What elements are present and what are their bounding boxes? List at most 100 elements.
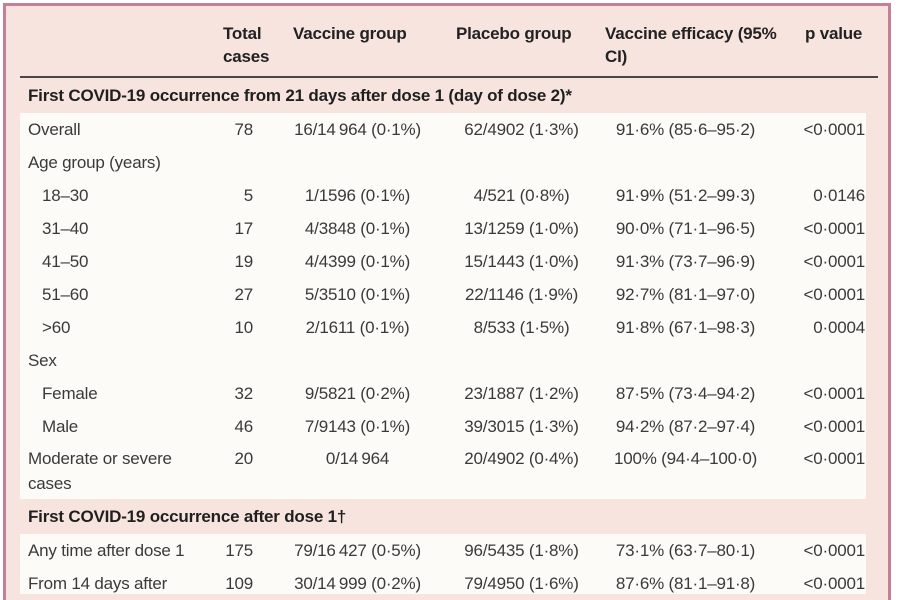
row-label: Overall	[28, 120, 81, 139]
cell-p-value: <0·0001	[803, 541, 866, 560]
cell-p-value: 0·0004	[813, 318, 865, 337]
cell-vaccine-group: 4/4399 (0·1%)	[304, 252, 411, 271]
table-header-row: Total cases Vaccine group Placebo group …	[20, 6, 866, 76]
cell-placebo-group	[450, 344, 593, 377]
cell-vaccine-group: 2/1611 (0·1%)	[305, 318, 410, 337]
cell-vaccine-efficacy: 87·6% (81·1–91·8)	[615, 574, 756, 593]
cell-total-cases: 20	[234, 449, 253, 468]
efficacy-table: Total cases Vaccine group Placebo group …	[20, 6, 878, 594]
table-row-over-60: >60 10 2/1611 (0·1%) 8/533 (1·5%) 91·8% …	[20, 311, 866, 344]
header-placebo-group: Placebo group	[456, 24, 572, 43]
cell-vaccine-efficacy: 87·5% (73·4–94·2)	[615, 384, 756, 403]
header-vaccine-efficacy: Vaccine efficacy (95% CI)	[605, 24, 777, 66]
cell-p-value: <0·0001	[803, 120, 866, 139]
cell-p-value: <0·0001	[803, 252, 866, 271]
table-row-female: Female 32 9/5821 (0·2%) 23/1887 (1·2%) 8…	[20, 377, 866, 410]
cell-total-cases: 78	[234, 120, 253, 139]
cell-placebo-group	[450, 146, 593, 179]
cell-p-value: <0·0001	[803, 219, 866, 238]
cell-vaccine-group: 30/14 999 (0·2%)	[294, 574, 421, 593]
cell-total-cases: 175	[225, 541, 253, 560]
cell-vaccine-efficacy: 90·0% (71·1–96·5)	[615, 219, 756, 238]
cell-vaccine-group	[265, 344, 450, 377]
header-p-value: p value	[805, 24, 863, 43]
row-label: Age group (years)	[28, 153, 161, 172]
cell-total-cases	[210, 344, 265, 377]
cell-placebo-group: 15/1443 (1·0%)	[464, 252, 579, 271]
cell-placebo-group: 23/1887 (1·2%)	[464, 384, 579, 403]
cell-total-cases	[210, 146, 265, 179]
header-blank	[20, 22, 210, 76]
cell-placebo-group: 62/4902 (1·3%)	[464, 120, 579, 139]
cell-vaccine-efficacy: 92·7% (81·1–97·0)	[615, 285, 756, 304]
row-label: From 14 days after	[28, 574, 168, 593]
row-label: Any time after dose 1	[28, 541, 185, 560]
row-label: >60	[42, 318, 71, 337]
section-header-dose1: First COVID-19 occurrence after dose 1†	[28, 507, 347, 526]
cell-placebo-group: 20/4902 (0·4%)	[464, 449, 579, 468]
cell-total-cases: 32	[234, 384, 253, 403]
cell-total-cases: 46	[234, 417, 253, 436]
cell-vaccine-group: 1/1596 (0·1%)	[304, 186, 411, 205]
cell-vaccine-group: 4/3848 (0·1%)	[304, 219, 411, 238]
row-label: Male	[42, 417, 79, 436]
cell-placebo-group: 96/5435 (1·8%)	[464, 541, 579, 560]
table-row-18-30: 18–30 5 1/1596 (0·1%) 4/521 (0·8%) 91·9%…	[20, 179, 866, 212]
cell-vaccine-group: 0/14 964	[325, 449, 390, 468]
cell-total-cases: 10	[234, 318, 253, 337]
table-row-51-60: 51–60 27 5/3510 (0·1%) 22/1146 (1·9%) 92…	[20, 278, 866, 311]
cell-vaccine-efficacy	[593, 344, 778, 377]
cell-placebo-group: 8/533 (1·5%)	[473, 318, 570, 337]
cell-p-value: <0·0001	[803, 384, 866, 403]
cell-p-value: 0·0146	[813, 186, 865, 205]
cell-p-value	[778, 146, 866, 179]
header-vaccine-group: Vaccine group	[293, 24, 407, 43]
cell-vaccine-group: 5/3510 (0·1%)	[304, 285, 411, 304]
section-header-dose2: First COVID-19 occurrence from 21 days a…	[28, 86, 572, 105]
section-1-rows: Overall 78 16/14 964 (0·1%) 62/4902 (1·3…	[20, 113, 866, 499]
table-row-any-time: Any time after dose 1 175 79/16 427 (0·5…	[20, 534, 866, 567]
cell-vaccine-group: 16/14 964 (0·1%)	[294, 120, 421, 139]
table-frame: Total cases Vaccine group Placebo group …	[3, 3, 891, 600]
cell-placebo-group: 13/1259 (1·0%)	[464, 219, 579, 238]
cell-total-cases: 19	[234, 252, 253, 271]
table-row-sex: Sex	[20, 344, 866, 377]
section-2-rows: Any time after dose 1 175 79/16 427 (0·5…	[20, 534, 866, 594]
table-row-male: Male 46 7/9143 (0·1%) 39/3015 (1·3%) 94·…	[20, 410, 866, 443]
cell-vaccine-efficacy: 91·9% (51·2–99·3)	[615, 186, 756, 205]
row-label: 51–60	[42, 285, 89, 304]
cell-p-value: <0·0001	[803, 449, 866, 468]
cell-p-value: <0·0001	[803, 574, 866, 593]
cell-total-cases: 5	[243, 186, 253, 205]
cell-placebo-group: 4/521 (0·8%)	[473, 186, 570, 205]
cell-vaccine-efficacy: 91·6% (85·6–95·2)	[615, 120, 756, 139]
row-label: Female	[42, 384, 98, 403]
row-label: 18–30	[42, 186, 89, 205]
row-label: Sex	[28, 351, 57, 370]
cell-vaccine-efficacy: 91·8% (67·1–98·3)	[615, 318, 756, 337]
header-rule	[20, 76, 878, 78]
cell-placebo-group: 79/4950 (1·6%)	[464, 574, 579, 593]
table-row-41-50: 41–50 19 4/4399 (0·1%) 15/1443 (1·0%) 91…	[20, 245, 866, 278]
row-label: Moderate or severe cases	[28, 449, 172, 493]
cell-vaccine-group: 7/9143 (0·1%)	[304, 417, 411, 436]
row-label: 41–50	[42, 252, 89, 271]
table-row-overall: Overall 78 16/14 964 (0·1%) 62/4902 (1·3…	[20, 113, 866, 146]
cell-vaccine-group: 9/5821 (0·2%)	[304, 384, 411, 403]
cell-vaccine-efficacy	[593, 146, 778, 179]
cell-vaccine-efficacy: 73·1% (63·7–80·1)	[615, 541, 756, 560]
header-total-cases: Total cases	[223, 24, 270, 66]
cell-p-value: <0·0001	[803, 417, 866, 436]
cell-vaccine-efficacy: 91·3% (73·7–96·9)	[615, 252, 756, 271]
table-row-age-group: Age group (years)	[20, 146, 866, 179]
table-row-31-40: 31–40 17 4/3848 (0·1%) 13/1259 (1·0%) 90…	[20, 212, 866, 245]
cell-vaccine-group	[265, 146, 450, 179]
cell-vaccine-group: 79/16 427 (0·5%)	[294, 541, 421, 560]
table-row-from-14-days: From 14 days after 109 30/14 999 (0·2%) …	[20, 567, 866, 594]
cell-placebo-group: 39/3015 (1·3%)	[464, 417, 579, 436]
row-label: 31–40	[42, 219, 89, 238]
cell-vaccine-efficacy: 94·2% (87·2–97·4)	[615, 417, 756, 436]
cell-total-cases: 109	[225, 574, 253, 593]
cell-total-cases: 17	[234, 219, 253, 238]
